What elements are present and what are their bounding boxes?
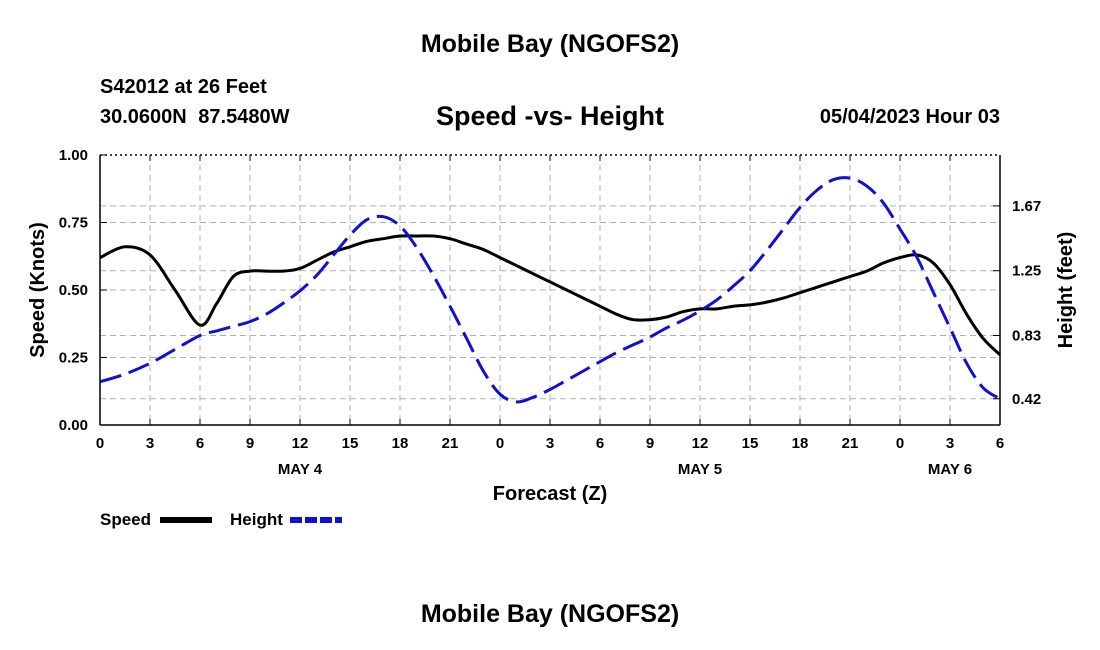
legend: Speed Height xyxy=(100,510,342,529)
y-axis-label: Speed (Knots) xyxy=(27,222,49,358)
series-line-speed xyxy=(99,234,1002,356)
y-tick-label: 0.75 xyxy=(59,215,88,232)
x-tick-label: 21 xyxy=(842,435,859,452)
station-label: S42012 at 26 Feet xyxy=(100,76,267,98)
y-tick-label: 0.25 xyxy=(59,350,88,367)
y2-tick-label: 0.83 xyxy=(1012,328,1041,345)
x-tick-label: 21 xyxy=(442,435,459,452)
x-day-label: MAY 4 xyxy=(278,461,323,478)
x-tick-label: 3 xyxy=(146,435,154,452)
x-tick-label: 15 xyxy=(742,435,759,452)
footer-title: Mobile Bay (NGOFS2) xyxy=(420,600,680,628)
main-title: Mobile Bay (NGOFS2) xyxy=(420,30,680,58)
y2-axis-label: Height (feet) xyxy=(1055,232,1077,349)
station-coordinates: 30.0600N 87.5480W xyxy=(100,106,290,128)
x-tick-label: 9 xyxy=(646,435,654,452)
x-day-label: MAY 6 xyxy=(928,461,972,478)
x-tick-label: 6 xyxy=(996,435,1004,452)
x-tick-label: 0 xyxy=(96,435,104,452)
chart-title: Speed -vs- Height xyxy=(435,101,665,131)
x-tick-label: 15 xyxy=(342,435,359,452)
x-tick-label: 6 xyxy=(196,435,204,452)
y2-tick-label: 1.67 xyxy=(1012,198,1041,215)
y-tick-label: 0.50 xyxy=(59,282,88,299)
y2-tick-label: 1.25 xyxy=(1012,263,1041,280)
x-tick-label: 0 xyxy=(496,435,504,452)
x-tick-label: 0 xyxy=(896,435,904,452)
x-axis-label: Forecast (Z) xyxy=(493,483,607,505)
x-tick-label: 6 xyxy=(596,435,604,452)
x-tick-label: 18 xyxy=(392,435,409,452)
x-tick-label: 12 xyxy=(692,435,709,452)
series-line-height xyxy=(99,176,1001,404)
x-tick-label: 9 xyxy=(246,435,254,452)
chart-axes: 0 3 6 9 12 15 18 21 0 3 6 9 12 15 18 21 0 3 6 MAY 4 MAY 5 MAY… xyxy=(59,147,1041,478)
x-tick-label: 3 xyxy=(546,435,554,452)
y2-tick-label: 0.42 xyxy=(1012,391,1041,408)
legend-height-label: Height xyxy=(230,510,283,529)
forecast-datetime: 05/04/2023 Hour 03 xyxy=(819,106,1000,128)
series-lines xyxy=(99,176,1002,404)
x-tick-label: 18 xyxy=(792,435,809,452)
y-tick-label: 0.00 xyxy=(59,417,88,434)
x-day-label: MAY 5 xyxy=(678,461,722,478)
grid-lines xyxy=(100,155,1000,425)
x-tick-label: 3 xyxy=(946,435,954,452)
x-tick-label: 12 xyxy=(292,435,309,452)
y-tick-label: 1.00 xyxy=(59,147,88,164)
legend-speed-label: Speed xyxy=(100,510,151,529)
